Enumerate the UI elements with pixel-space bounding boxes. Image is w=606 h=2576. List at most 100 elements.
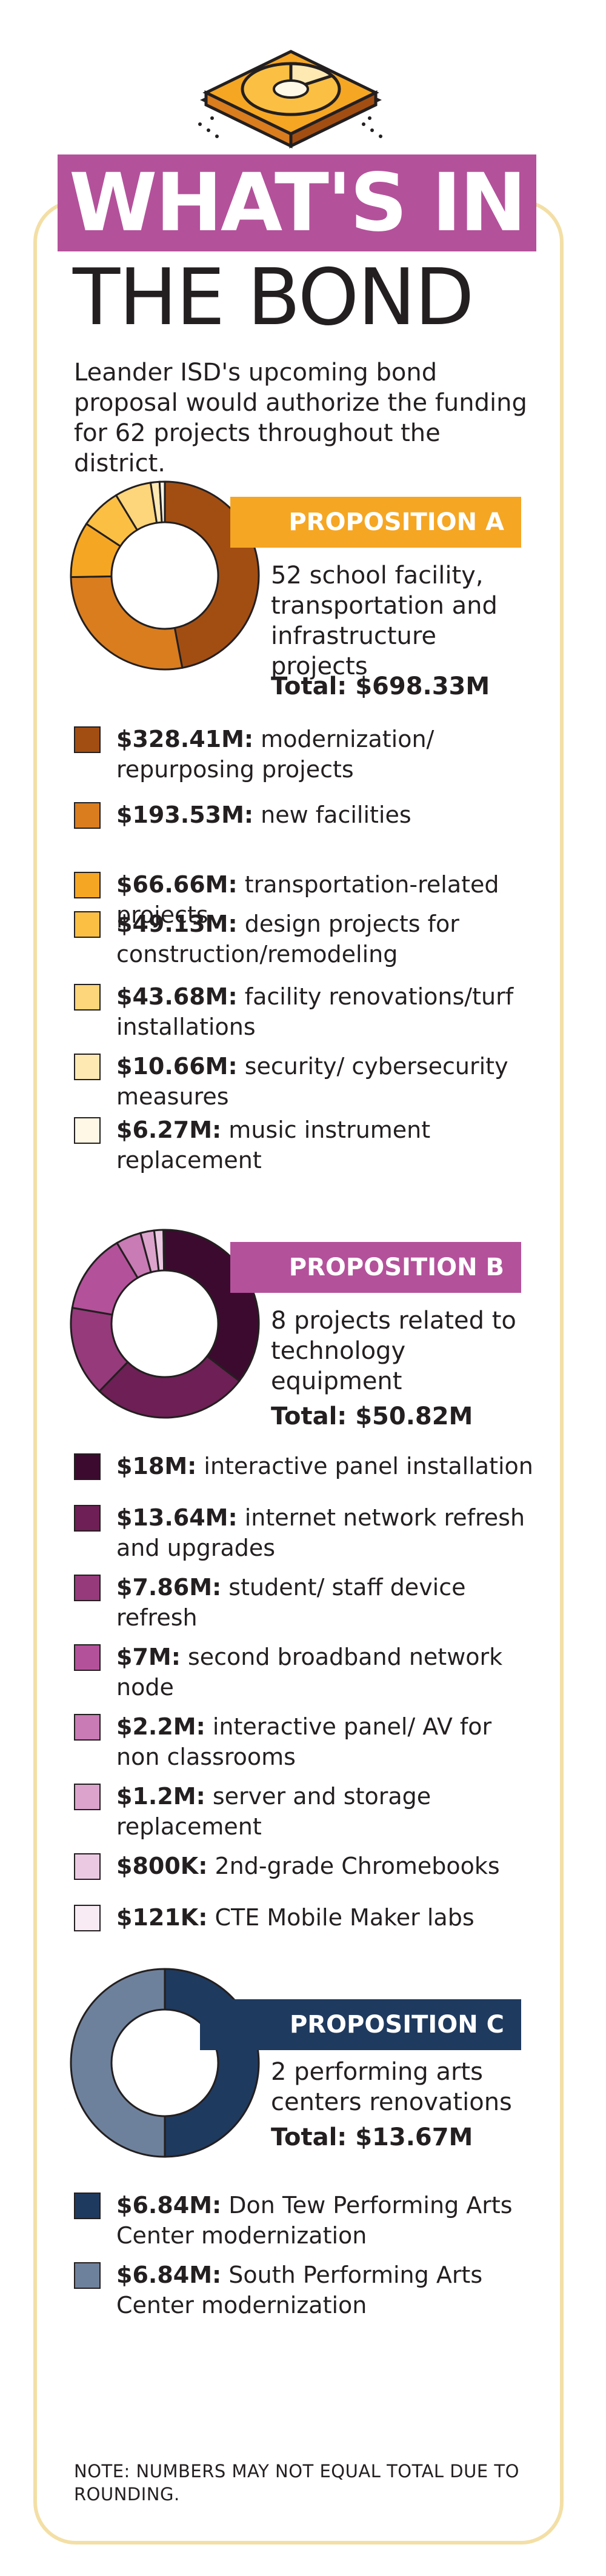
legend-description: music instrument replacement — [116, 1117, 431, 1173]
legend-label: $193.53M: new facilities — [116, 800, 534, 830]
legend-swatch — [74, 1905, 101, 1931]
legend-swatch — [74, 1054, 101, 1080]
legend-description: CTE Mobile Maker labs — [207, 1904, 474, 1931]
legend-description: modernization/ repurposing projects — [116, 726, 435, 783]
legend-amount: $18M: — [116, 1453, 197, 1479]
legend-swatch — [74, 911, 101, 938]
legend-item: $43.68M: facility renovations/turf insta… — [74, 981, 534, 1042]
legend-label: $6.84M: Don Tew Performing Arts Center m… — [116, 2190, 534, 2251]
legend-amount: $800K: — [116, 1853, 208, 1879]
legend-label: $7.86M: student/ staff device refresh — [116, 1572, 534, 1633]
title-band: WHAT'S IN — [58, 154, 536, 251]
legend-swatch — [74, 2262, 101, 2289]
proposition-a-banner: PROPOSITION A — [230, 497, 521, 548]
legend-description: server and storage replacement — [116, 1783, 431, 1840]
legend-label: $43.68M: facility renovations/turf insta… — [116, 981, 534, 1042]
legend-item: $7M: second broadband network node — [74, 1642, 534, 1702]
legend-swatch — [74, 1784, 101, 1810]
legend-item: $800K: 2nd-grade Chromebooks — [74, 1851, 534, 1881]
legend-label: $10.66M: security/ cybersecurity measure… — [116, 1051, 534, 1112]
legend-description: facility renovations/turf installations — [116, 983, 514, 1040]
legend-label: $13.64M: internet network refresh and up… — [116, 1502, 534, 1563]
legend-label: $800K: 2nd-grade Chromebooks — [116, 1851, 534, 1881]
legend-label: $66.66M: transportation-related projects — [116, 869, 534, 930]
legend-item: $13.64M: internet network refresh and up… — [74, 1502, 534, 1563]
legend-amount: $13.64M: — [116, 1504, 238, 1531]
legend-amount: $7M: — [116, 1644, 181, 1670]
legend-item: $193.53M: new facilities — [74, 800, 534, 830]
rounding-note: NOTE: NUMBERS MAY NOT EQUAL TOTAL DUE TO… — [74, 2461, 519, 2505]
legend-item: $6.84M: South Performing Arts Center mod… — [74, 2260, 534, 2320]
legend-swatch — [74, 1505, 101, 1532]
legend-swatch — [74, 984, 101, 1011]
proposition-b-description: 8 projects related to technology equipme… — [271, 1307, 516, 1395]
legend-amount: $328.41M: — [116, 726, 254, 752]
legend-item: $121K: CTE Mobile Maker labs — [74, 1902, 534, 1933]
legend-description: interactive panel/ AV for non classrooms — [116, 1713, 492, 1770]
proposition-b-total: Total: $50.82M — [271, 1403, 473, 1430]
legend-amount: $121K: — [116, 1904, 208, 1931]
legend-swatch — [74, 726, 101, 753]
legend-description: security/ cybersecurity measures — [116, 1053, 508, 1110]
legend-description: 2nd-grade Chromebooks — [207, 1853, 500, 1879]
legend-amount: $10.66M: — [116, 1053, 238, 1080]
legend-description: design projects for construction/remodel… — [116, 911, 459, 968]
legend-label: $2.2M: interactive panel/ AV for non cla… — [116, 1711, 534, 1772]
legend-description: Don Tew Performing Arts Center moderniza… — [116, 2192, 513, 2249]
title-line-1: WHAT'S IN — [68, 156, 527, 250]
legend-label: $328.41M: modernization/ repurposing pro… — [116, 724, 534, 785]
intro-text: Leander ISD's upcoming bond proposal wou… — [74, 359, 527, 477]
legend-amount: $6.84M: — [116, 2262, 222, 2288]
legend-label: $7M: second broadband network node — [116, 1642, 534, 1702]
donut-slice — [164, 1968, 260, 2158]
legend-label: $121K: CTE Mobile Maker labs — [116, 1902, 534, 1933]
legend-label: $6.27M: music instrument replacement — [116, 1115, 534, 1175]
legend-swatch — [74, 802, 101, 829]
legend-description: interactive panel installation — [196, 1453, 533, 1479]
legend-label: $1.2M: server and storage replacement — [116, 1781, 534, 1842]
legend-swatch — [74, 872, 101, 898]
legend-amount: $6.84M: — [116, 2192, 222, 2219]
legend-description: student/ staff device refresh — [116, 1574, 466, 1631]
legend-amount: $49.13M: — [116, 911, 238, 937]
legend-swatch — [74, 1644, 101, 1671]
legend-label: $18M: interactive panel installation — [116, 1451, 534, 1481]
legend-item: $18M: interactive panel installation — [74, 1451, 534, 1481]
proposition-c-banner: PROPOSITION C — [200, 1999, 521, 2050]
legend-label: $6.84M: South Performing Arts Center mod… — [116, 2260, 534, 2320]
legend-item: $1.2M: server and storage replacement — [74, 1781, 534, 1842]
legend-description: internet network refresh and upgrades — [116, 1504, 525, 1561]
legend-item: $6.27M: music instrument replacement — [74, 1115, 534, 1175]
donut-slice — [70, 575, 184, 671]
legend-swatch — [74, 1853, 101, 1880]
legend-description: new facilities — [253, 802, 411, 828]
legend-swatch — [74, 2193, 101, 2219]
legend-label: $49.13M: design projects for constructio… — [116, 909, 534, 969]
legend-amount: $6.27M: — [116, 1117, 222, 1143]
donut-slice — [162, 1229, 166, 1272]
legend-swatch — [74, 1575, 101, 1601]
legend-amount: $193.53M: — [116, 802, 254, 828]
legend-amount: $43.68M: — [116, 983, 238, 1010]
donut-slice — [98, 1355, 241, 1419]
proposition-c-total: Total: $13.67M — [271, 2123, 473, 2151]
proposition-a-label: PROPOSITION A — [288, 508, 504, 536]
legend-item: $10.66M: security/ cybersecurity measure… — [74, 1051, 534, 1112]
proposition-b-banner: PROPOSITION B — [230, 1242, 521, 1293]
proposition-a-total: Total: $698.33M — [271, 672, 490, 700]
legend-description: transportation-related projects — [116, 871, 499, 928]
legend-item: $328.41M: modernization/ repurposing pro… — [74, 724, 534, 785]
legend-item: $6.84M: Don Tew Performing Arts Center m… — [74, 2190, 534, 2251]
proposition-c-label: PROPOSITION C — [289, 2011, 504, 2039]
title-line-2: THE BOND — [73, 253, 474, 343]
legend-amount: $2.2M: — [116, 1713, 205, 1740]
pie-chart-icon — [198, 50, 382, 148]
legend-swatch — [74, 1714, 101, 1741]
proposition-b-label: PROPOSITION B — [288, 1253, 504, 1281]
legend-swatch — [74, 1453, 101, 1480]
legend-item: $66.66M: transportation-related projects — [74, 869, 534, 930]
donut-slice — [158, 480, 166, 523]
legend-amount: $66.66M: — [116, 871, 238, 898]
legend-item: $7.86M: student/ staff device refresh — [74, 1572, 534, 1633]
donut-slice — [70, 1968, 166, 2158]
